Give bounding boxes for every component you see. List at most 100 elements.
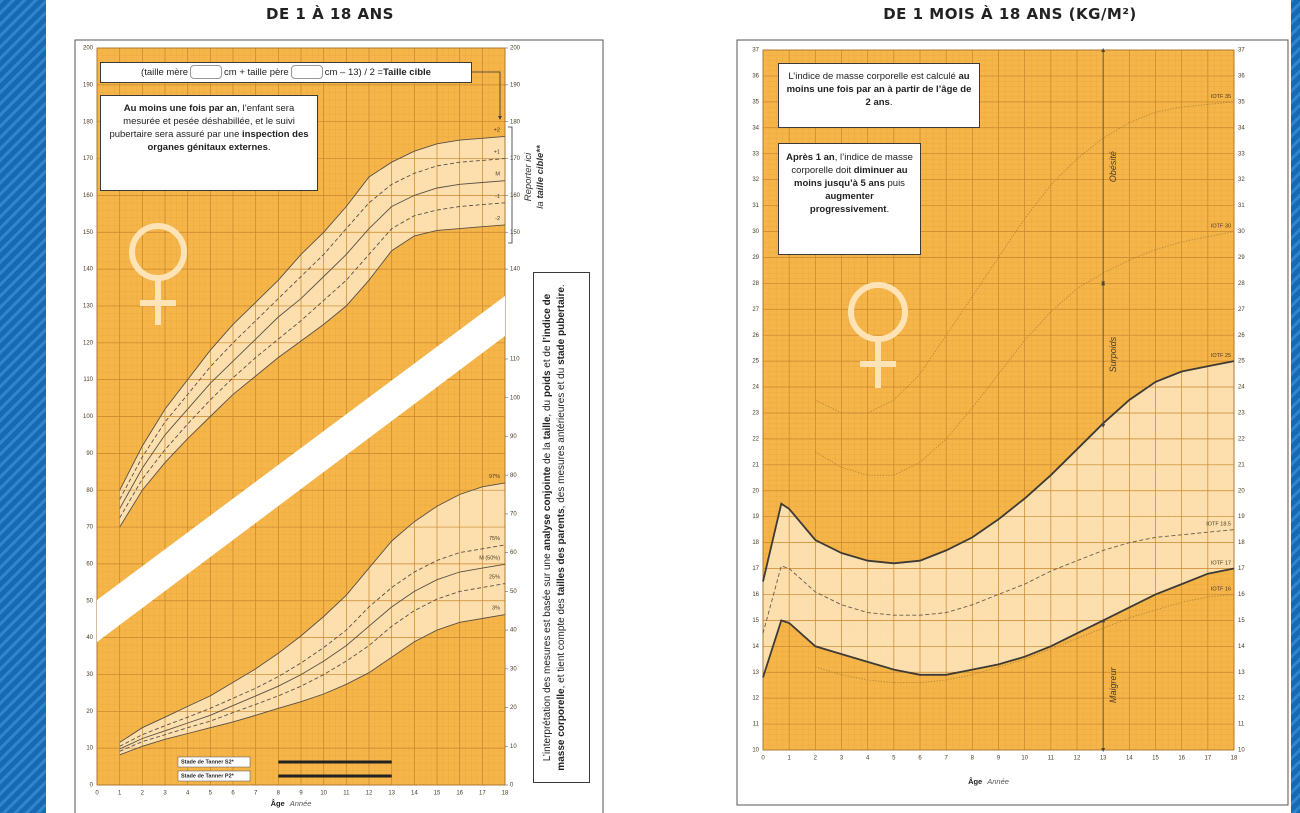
shaded-band: [763, 361, 1234, 678]
y-tick-label: 80: [86, 488, 93, 494]
y-tick-label-right: 150: [510, 230, 521, 236]
y-tick-label: 27: [752, 307, 759, 313]
series-line: [119, 135, 506, 491]
y-tick-label-right: 190: [510, 82, 521, 88]
y-tick-label: 15: [752, 618, 759, 624]
note-text: Reporter ici: [523, 152, 534, 202]
x-tick-label: 14: [411, 791, 418, 797]
series-line: [119, 180, 506, 509]
y-tick-label-right: 24: [1238, 385, 1245, 391]
x-tick-label: 0: [761, 756, 765, 762]
y-tick-label: 130: [83, 304, 94, 310]
y-tick-label-right: 20: [1238, 488, 1245, 494]
y-tick-label: 100: [83, 414, 94, 420]
y-tick-label: 23: [752, 411, 759, 417]
y-tick-label: 12: [752, 696, 759, 702]
note-text: cm – 13) / 2 =: [324, 67, 384, 78]
series-label: IOTF 25: [1211, 353, 1231, 359]
x-tick-label: 3: [840, 756, 844, 762]
y-tick-label: 140: [83, 267, 94, 273]
y-tick-label: 36: [752, 74, 759, 80]
y-tick-label: 120: [83, 340, 94, 346]
x-axis-unit: Année: [986, 777, 1009, 786]
series-label: -1: [495, 194, 500, 200]
y-tick-label-right: 140: [510, 267, 521, 273]
y-tick-label-right: 180: [510, 119, 521, 125]
x-tick-label: 10: [320, 791, 327, 797]
y-tick-label: 37: [752, 48, 759, 54]
note-text: L’interprétation des mesures est basée s…: [542, 550, 553, 762]
note-text: de la: [542, 439, 553, 467]
tanner-label: Stade de Tanner P2*: [181, 773, 235, 779]
x-axis-unit: Année: [289, 799, 312, 808]
x-tick-label: 3: [163, 791, 167, 797]
shaded-band: [119, 136, 505, 527]
x-tick-label: 2: [814, 756, 818, 762]
note-text: analyse conjointe: [542, 466, 553, 551]
y-tick-label-right: 160: [510, 193, 521, 199]
y-tick-label-right: 23: [1238, 411, 1245, 417]
y-tick-label: 26: [752, 333, 759, 339]
zone-label: Surpoids: [1108, 336, 1118, 372]
y-tick-label: 30: [86, 672, 93, 678]
note-text: la: [535, 198, 547, 209]
y-tick-label: 22: [752, 436, 759, 442]
y-tick-label-right: 17: [1238, 566, 1245, 572]
vertical-note: L’interprétation des mesures est basée s…: [533, 272, 590, 783]
side-note: Reporter ici la taille cible**: [523, 117, 553, 237]
y-tick-label: 19: [752, 514, 759, 520]
y-tick-label-right: 37: [1238, 48, 1245, 54]
y-tick-label: 32: [752, 177, 759, 183]
x-tick-label: 18: [1231, 756, 1238, 762]
x-tick-label: 13: [1100, 756, 1107, 762]
plot-border: [762, 49, 1235, 751]
zone-label: Maigreur: [1108, 666, 1118, 703]
note-text: taille: [542, 416, 553, 440]
y-tick-label: 20: [752, 488, 759, 494]
y-tick-label: 90: [86, 451, 93, 457]
note-text: , du: [542, 397, 553, 417]
y-tick-label: 21: [752, 462, 759, 468]
series-label: +1: [494, 150, 500, 156]
series-label: IOTF 17: [1211, 561, 1231, 567]
y-tick-label-right: 12: [1238, 696, 1245, 702]
y-tick-label-right: 35: [1238, 99, 1245, 105]
note-text: poids: [542, 370, 553, 398]
shaded-band: [119, 482, 505, 755]
y-tick-label: 110: [83, 377, 93, 383]
y-tick-label: 18: [752, 540, 759, 546]
y-tick-label: 34: [752, 125, 759, 131]
y-tick-label: 28: [752, 281, 759, 287]
y-tick-label-right: 10: [1238, 748, 1245, 754]
tanner-label: Stade de Tanner S2*: [181, 759, 235, 765]
plot-border: [96, 47, 506, 786]
formula-box: (taille mère cm + taille père cm – 13) / 2…: [100, 62, 472, 83]
y-tick-label-right: 30: [1238, 229, 1245, 235]
x-axis-label: Âge: [968, 777, 982, 786]
target-bracket: [508, 126, 513, 244]
x-tick-label: 4: [866, 756, 870, 762]
series-line: [762, 567, 1235, 678]
y-tick-label-right: 29: [1238, 255, 1245, 261]
x-tick-label: 9: [997, 756, 1001, 762]
y-tick-label-right: 19: [1238, 514, 1245, 520]
series-label: +2: [494, 127, 500, 133]
y-tick-label-right: 21: [1238, 462, 1245, 468]
y-tick-label: 20: [86, 709, 93, 715]
y2-tick-label: 20: [510, 705, 517, 711]
series-label: IOTF 18.5: [1206, 522, 1231, 528]
y-tick-label-right: 200: [510, 46, 521, 52]
target-arrow: [470, 71, 502, 120]
series-line: [815, 101, 1235, 414]
y2-tick-label: 40: [510, 628, 517, 634]
tanner-label-box: [177, 770, 251, 782]
y-tick-label: 160: [83, 193, 94, 199]
y-tick-label-right: 33: [1238, 151, 1245, 157]
series-label: 97%: [489, 474, 500, 480]
y-tick-label-right: 13: [1238, 670, 1245, 676]
note-text: L’indice de masse corporelle est calculé: [788, 71, 959, 82]
x-tick-label: 6: [918, 756, 922, 762]
series-line: [119, 614, 506, 756]
y-tick-label: 31: [752, 203, 759, 209]
